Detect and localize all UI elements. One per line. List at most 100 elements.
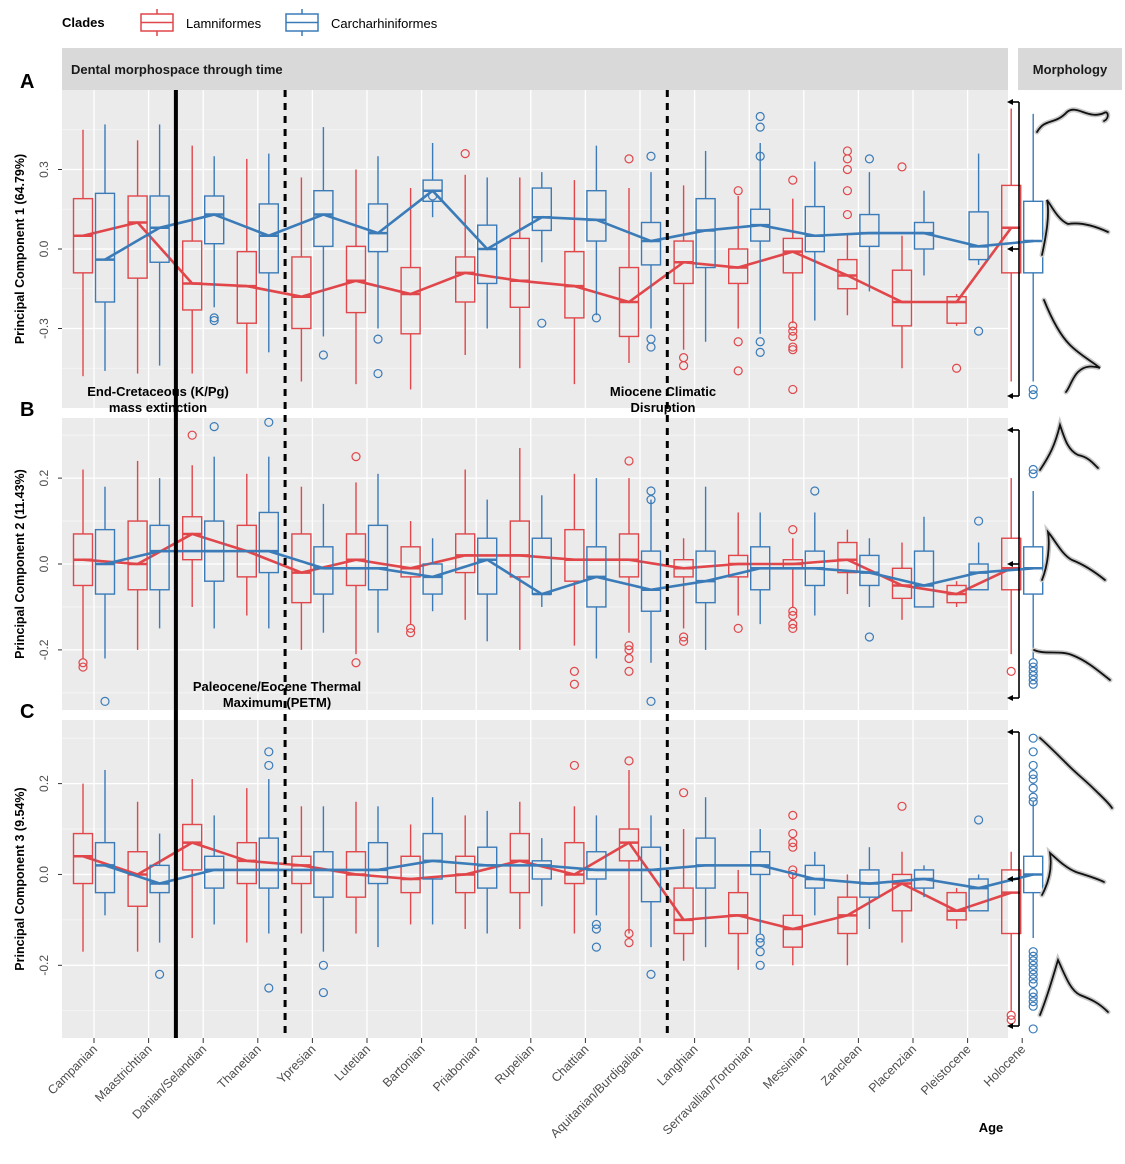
box-body bbox=[891, 873, 913, 912]
y-tick-label: -0.2 bbox=[37, 955, 51, 976]
x-tick-label: Priabonian bbox=[430, 1042, 482, 1094]
outlier-point bbox=[755, 151, 765, 161]
x-tick-label: Aquitanian/Burdigalian bbox=[548, 1042, 646, 1140]
kpg-label: mass extinction bbox=[109, 400, 207, 415]
y-axis-title: Principal Component 1 (64.79%) bbox=[13, 154, 27, 344]
box-body bbox=[750, 851, 771, 876]
strip-header bbox=[62, 48, 1008, 90]
x-tick-label: Ypresian bbox=[274, 1042, 318, 1086]
outlier-point bbox=[788, 525, 798, 535]
outlier-point bbox=[755, 933, 765, 943]
y-axis-title: Principal Component 2 (11.43%) bbox=[13, 469, 27, 659]
outlier-point bbox=[569, 760, 580, 771]
box-carcharhiniformes bbox=[149, 124, 170, 366]
outlier-point bbox=[1006, 1010, 1016, 1020]
outlier-point bbox=[973, 516, 984, 526]
x-axis-title: Age bbox=[979, 1120, 1004, 1135]
outlier-point bbox=[755, 960, 765, 970]
outlier-point bbox=[755, 337, 765, 347]
box-body bbox=[367, 841, 389, 885]
median-trend-line bbox=[104, 189, 1034, 261]
outlier-point bbox=[842, 164, 853, 175]
outlier-point bbox=[591, 919, 602, 930]
strip-title: Dental morphospace through time bbox=[71, 62, 283, 77]
x-tick-label: Rupelian bbox=[492, 1042, 537, 1087]
miocene-label: Disruption bbox=[631, 400, 696, 415]
tooth-outline bbox=[1039, 737, 1113, 809]
outlier-point bbox=[646, 494, 656, 505]
outlier-point bbox=[755, 947, 765, 957]
outlier-point bbox=[646, 151, 656, 161]
outlier-point bbox=[788, 345, 798, 355]
median-trend-line bbox=[104, 859, 1034, 890]
arrowhead bbox=[1007, 246, 1013, 252]
miocene-label: Miocene Climatic bbox=[610, 384, 716, 399]
box-body bbox=[455, 533, 476, 574]
outlier-point bbox=[1028, 733, 1038, 743]
y-tick-label: -0.3 bbox=[37, 318, 51, 339]
outlier-point bbox=[1028, 987, 1038, 998]
outlier-point bbox=[460, 149, 470, 159]
outlier-point bbox=[537, 318, 547, 328]
box-body bbox=[127, 520, 148, 591]
outlier-point bbox=[264, 983, 274, 993]
tooth-outline bbox=[1039, 421, 1099, 471]
box-body bbox=[400, 855, 421, 894]
outlier-point bbox=[1028, 774, 1038, 784]
y-tick-label: 0.3 bbox=[37, 161, 51, 178]
outlier-point bbox=[1028, 679, 1038, 689]
petm-label: Maximum (PETM) bbox=[223, 695, 331, 710]
outlier-point bbox=[788, 321, 798, 331]
outlier-point bbox=[733, 186, 743, 196]
box-carcharhiniformes bbox=[586, 478, 607, 659]
outlier-point bbox=[733, 366, 743, 376]
median-trend-line bbox=[82, 532, 1012, 596]
outlier-point bbox=[624, 653, 634, 664]
legend-title: Clades bbox=[62, 15, 105, 30]
box-body bbox=[367, 203, 389, 253]
tooth-outline bbox=[1041, 850, 1105, 896]
box-body bbox=[782, 914, 803, 948]
box-carcharhiniformes bbox=[586, 145, 607, 323]
tooth-outline bbox=[1041, 529, 1106, 581]
box-lamniformes bbox=[400, 188, 421, 390]
outlier-point bbox=[264, 760, 274, 771]
y-axis-title: Principal Component 3 (9.54%) bbox=[13, 787, 27, 970]
box-carcharhiniformes bbox=[1023, 113, 1044, 400]
x-tick-label: Holocene bbox=[981, 1042, 1028, 1089]
box-body bbox=[477, 846, 498, 889]
outlier-point bbox=[1028, 969, 1038, 980]
box-lamniformes bbox=[618, 756, 640, 948]
box-body bbox=[728, 554, 749, 578]
outlier-point bbox=[788, 619, 798, 629]
kpg-label: End-Cretaceous (K/Pg) bbox=[87, 384, 229, 399]
outlier-point bbox=[1028, 464, 1038, 475]
outlier-point bbox=[755, 122, 765, 132]
box-body bbox=[149, 524, 170, 591]
legend-label-lamniformes: Lamniformes bbox=[186, 16, 262, 31]
outlier-point bbox=[755, 937, 765, 948]
box-body bbox=[564, 841, 585, 885]
outlier-point bbox=[842, 209, 853, 220]
box-lamniformes bbox=[618, 456, 640, 676]
median-trend-line bbox=[82, 221, 1013, 304]
tooth-outline-halo bbox=[1034, 107, 1111, 135]
box-lamniformes bbox=[72, 129, 94, 377]
y-tick-label: -0.2 bbox=[37, 639, 51, 660]
outlier-point bbox=[155, 969, 165, 980]
morphology-header bbox=[1018, 48, 1122, 90]
y-tick-label: 0.0 bbox=[37, 555, 51, 572]
panel-b: -0.2 0.0 0.2 B Principal Component 2 (11.43%… bbox=[13, 399, 1044, 710]
outlier-point bbox=[318, 960, 328, 970]
box-body bbox=[640, 221, 662, 266]
outlier-point bbox=[100, 696, 110, 707]
outlier-point bbox=[569, 679, 580, 689]
y-tick-label: 0.2 bbox=[37, 469, 51, 486]
outlier-point bbox=[624, 456, 634, 466]
arrowhead bbox=[1007, 427, 1013, 433]
box-body bbox=[1001, 184, 1022, 274]
outlier-point bbox=[788, 838, 798, 848]
outlier-point bbox=[318, 350, 328, 360]
median-trend-line bbox=[82, 841, 1012, 931]
